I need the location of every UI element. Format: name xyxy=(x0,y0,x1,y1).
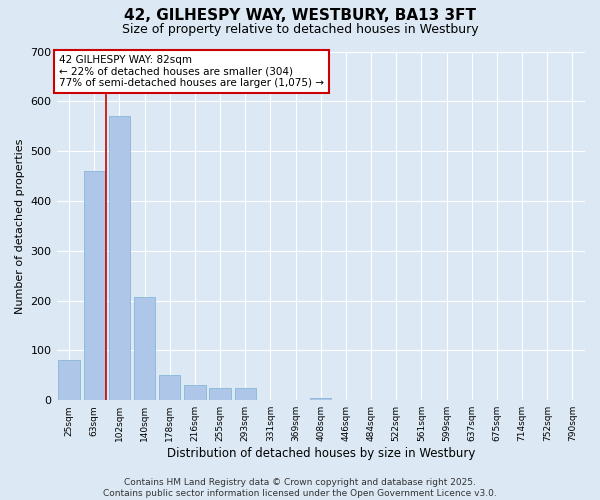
Text: 42 GILHESPY WAY: 82sqm
← 22% of detached houses are smaller (304)
77% of semi-de: 42 GILHESPY WAY: 82sqm ← 22% of detached… xyxy=(59,55,324,88)
Bar xyxy=(109,116,130,400)
Bar xyxy=(310,398,331,400)
Bar xyxy=(184,386,206,400)
X-axis label: Distribution of detached houses by size in Westbury: Distribution of detached houses by size … xyxy=(167,447,475,460)
Bar xyxy=(235,388,256,400)
Y-axis label: Number of detached properties: Number of detached properties xyxy=(15,138,25,314)
Bar xyxy=(83,171,105,400)
Bar xyxy=(209,388,231,400)
Bar xyxy=(58,360,80,400)
Bar xyxy=(134,297,155,400)
Bar xyxy=(159,376,181,400)
Text: Size of property relative to detached houses in Westbury: Size of property relative to detached ho… xyxy=(122,22,478,36)
Text: 42, GILHESPY WAY, WESTBURY, BA13 3FT: 42, GILHESPY WAY, WESTBURY, BA13 3FT xyxy=(124,8,476,22)
Text: Contains HM Land Registry data © Crown copyright and database right 2025.
Contai: Contains HM Land Registry data © Crown c… xyxy=(103,478,497,498)
